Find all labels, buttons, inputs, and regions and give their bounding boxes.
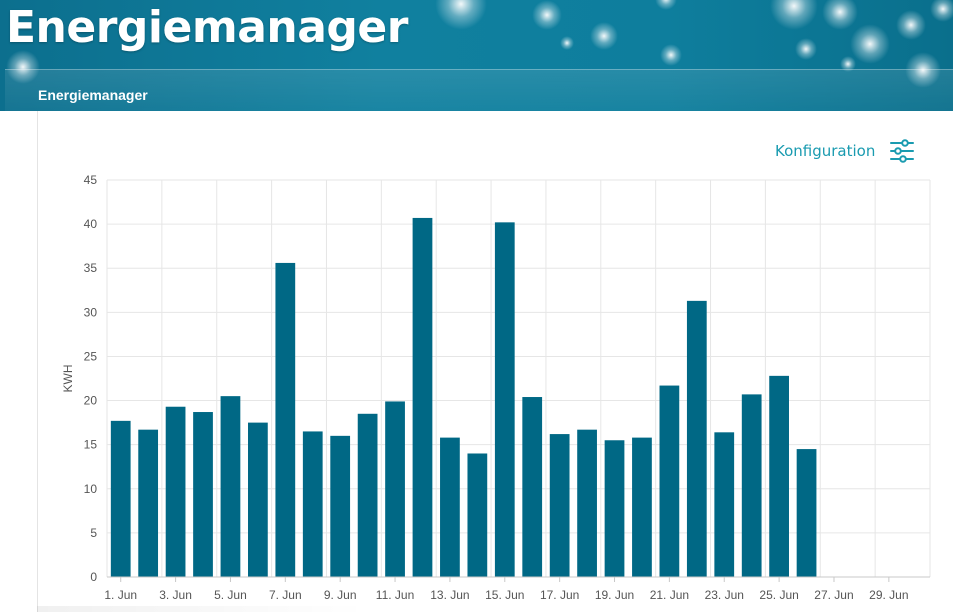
bottom-divider (37, 606, 367, 612)
bar[interactable] (110, 420, 131, 577)
y-tick-label: 15 (84, 438, 98, 452)
y-tick-label: 30 (84, 305, 98, 319)
bar[interactable] (467, 453, 488, 577)
sliders-icon (890, 139, 915, 163)
konfiguration-label: Konfiguration (775, 142, 876, 160)
y-axis-label: KWH (61, 365, 75, 393)
y-tick-label: 5 (90, 526, 97, 540)
nav-bar: Energiemanager (5, 69, 953, 111)
bar[interactable] (440, 437, 460, 577)
bar[interactable] (659, 385, 680, 577)
bar[interactable] (138, 429, 159, 577)
x-tick-label: 9. Jun (324, 588, 357, 602)
chart-axes: 0 5 10 15 20 25 30 35 40 45 1. Jun 3. Jun 5. Jun 7. J… (61, 173, 930, 602)
bar[interactable] (686, 300, 707, 577)
chart-bars (110, 217, 817, 578)
x-tick-label: 5. Jun (214, 588, 247, 602)
bar[interactable] (577, 429, 597, 577)
bar[interactable] (741, 394, 762, 577)
y-tick-label: 0 (90, 570, 97, 584)
bar[interactable] (220, 396, 241, 577)
bar[interactable] (302, 431, 323, 577)
x-tick-label: 21. Jun (650, 588, 689, 602)
bar[interactable] (412, 217, 433, 578)
y-tick-label: 25 (84, 349, 98, 363)
bar[interactable] (165, 406, 186, 577)
bar[interactable] (330, 435, 351, 577)
y-tick-label: 40 (84, 217, 98, 231)
y-tick-label: 10 (84, 482, 98, 496)
x-tick-label: 19. Jun (595, 588, 634, 602)
header-banner: Energiemanager Energiemanager (0, 0, 953, 111)
bar[interactable] (604, 440, 625, 577)
bar[interactable] (549, 434, 570, 577)
y-tick-label: 20 (84, 394, 98, 408)
bar[interactable] (385, 401, 405, 577)
y-tick-label: 35 (84, 261, 98, 275)
x-tick-label: 29. Jun (869, 588, 908, 602)
konfiguration-button[interactable]: Konfiguration (775, 137, 915, 165)
bar[interactable] (796, 449, 817, 577)
bar[interactable] (714, 432, 735, 577)
y-tick-label: 45 (84, 173, 98, 187)
x-tick-label: 13. Jun (430, 588, 469, 602)
bar[interactable] (632, 437, 652, 577)
content-divider (37, 111, 38, 612)
bar[interactable] (275, 262, 296, 577)
x-tick-label: 1. Jun (104, 588, 137, 602)
x-tick-label: 23. Jun (705, 588, 744, 602)
nav-item-energiemanager[interactable]: Energiemanager (38, 87, 148, 103)
bar[interactable] (357, 413, 378, 577)
x-tick-label: 25. Jun (759, 588, 798, 602)
bar[interactable] (494, 222, 515, 577)
x-tick-label: 15. Jun (485, 588, 524, 602)
x-tick-label: 3. Jun (159, 588, 192, 602)
app-title: Energiemanager (6, 2, 408, 53)
x-tick-label: 11. Jun (376, 588, 414, 602)
bar[interactable] (193, 412, 213, 577)
x-tick-label: 17. Jun (540, 588, 579, 602)
bar[interactable] (522, 397, 543, 577)
x-tick-label: 7. Jun (269, 588, 302, 602)
bar[interactable] (769, 375, 789, 577)
bar[interactable] (248, 422, 268, 577)
x-tick-label: 27. Jun (814, 588, 853, 602)
